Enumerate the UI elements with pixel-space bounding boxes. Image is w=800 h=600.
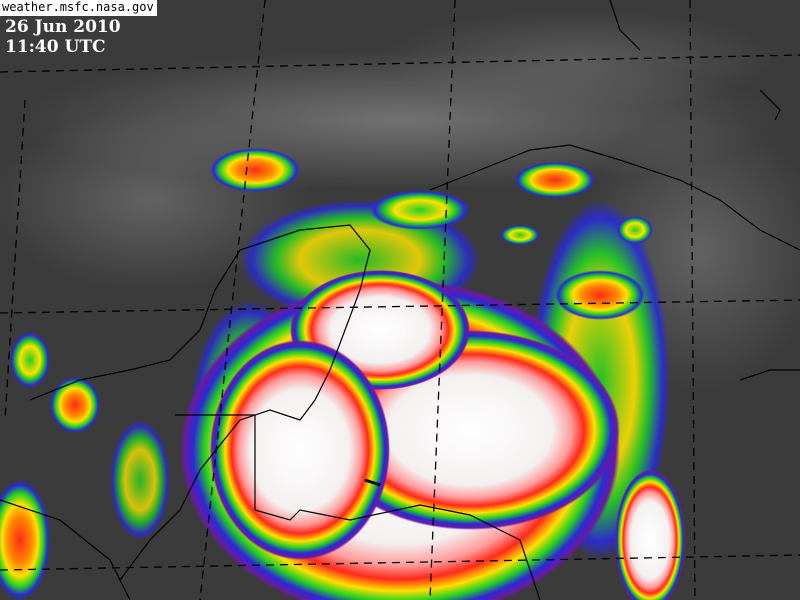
date-stamp: 26 Jun 2010: [5, 17, 121, 37]
convective-cells: [10, 148, 653, 433]
source-label: weather.msfc.nasa.gov: [0, 0, 157, 16]
time-stamp: 11:40 UTC: [5, 37, 106, 57]
